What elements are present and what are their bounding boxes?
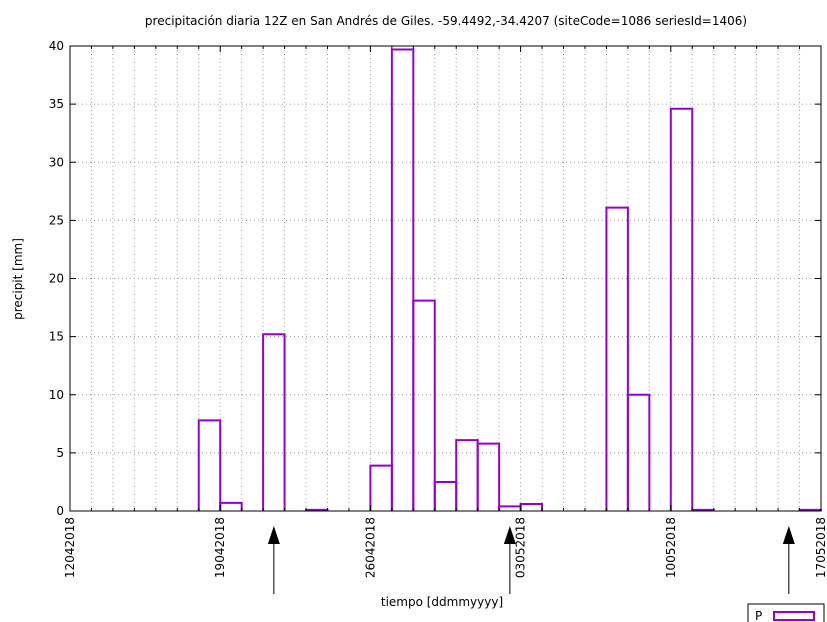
x-tick-label: 26042018	[363, 517, 377, 578]
bar	[197, 419, 222, 511]
y-axis-title: precipit [mm]	[11, 238, 25, 320]
legend-label: P	[755, 609, 762, 622]
x-tick-label: 03052018	[514, 517, 528, 578]
x-tick-label: 10052018	[664, 517, 678, 578]
chart-title: precipitación diaria 12Z en San Andrés d…	[145, 14, 747, 28]
x-axis-ticks: 12042018 19042018 26042018 03052018 10052018…	[63, 46, 827, 578]
y-axis-ticks: 0 5 10 15 20 25 30 35 40	[49, 39, 821, 518]
y-tick-label: 30	[49, 155, 64, 169]
bar	[369, 464, 393, 511]
bar	[519, 503, 544, 511]
y-tick-label: 25	[49, 213, 64, 227]
arrow-head	[782, 526, 795, 544]
y-tick-label: 15	[49, 330, 64, 344]
bar	[262, 333, 286, 511]
bar	[669, 107, 694, 511]
bar	[433, 480, 458, 511]
y-tick-label: 10	[49, 388, 64, 402]
y-tick-label: 20	[49, 272, 64, 286]
bar	[626, 393, 651, 511]
bar	[412, 299, 436, 511]
arrow-head	[267, 526, 280, 544]
bar	[219, 501, 243, 511]
y-tick-label: 0	[56, 504, 64, 518]
legend: P	[747, 603, 825, 622]
bar	[498, 505, 522, 511]
legend-swatch	[773, 611, 815, 621]
x-axis-title: tiempo [ddmmyyyy]	[381, 595, 503, 609]
y-tick-label: 40	[49, 39, 64, 53]
arrow-markers	[267, 526, 795, 594]
y-tick-label: 35	[49, 97, 64, 111]
bar	[476, 442, 501, 511]
x-tick-label: 17052018	[814, 517, 827, 578]
grid-lines	[70, 46, 821, 511]
arrow-head	[503, 526, 516, 544]
x-tick-label: 19042018	[213, 517, 227, 578]
bars	[197, 48, 822, 511]
bar	[390, 48, 415, 511]
bar	[605, 206, 629, 511]
y-tick-label: 5	[56, 446, 64, 460]
x-tick-label: 12042018	[63, 517, 77, 578]
bar	[455, 439, 479, 511]
